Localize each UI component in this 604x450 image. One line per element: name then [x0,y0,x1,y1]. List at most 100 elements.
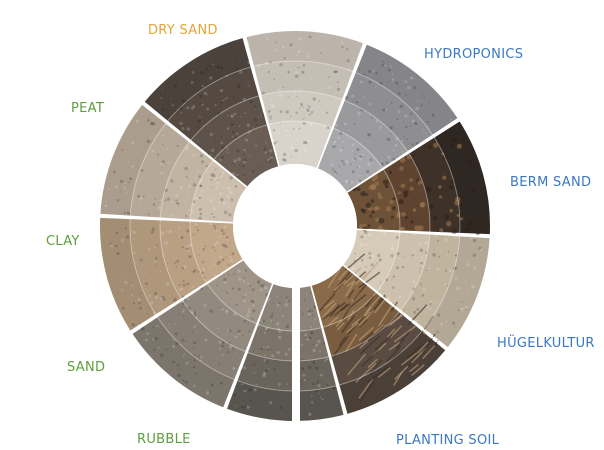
texture-grain [245,138,249,142]
texture-grain [209,76,213,80]
texture-stick [352,283,368,301]
texture-grain [471,284,475,289]
texture-grain [292,127,295,130]
texture-grain [205,314,207,316]
texture-grain [248,84,251,87]
texture-grain [280,122,282,124]
texture-grain [352,266,355,270]
texture-grain [473,252,475,255]
texture-grain [126,160,130,164]
texture-stick [411,364,425,377]
texture-grain [396,118,399,121]
texture-grain [423,96,425,99]
texture-grain [253,118,258,122]
texture-grain [212,215,216,219]
texture-grain [301,124,304,127]
texture-grain [193,341,197,345]
label-clay: CLAY [46,234,80,249]
segment-ring-3-3 [424,236,490,348]
texture-grain [312,360,316,364]
texture-grain [191,331,194,333]
texture-grain [198,255,200,257]
texture-grain [254,108,256,110]
texture-grain [211,335,213,337]
texture-grain [252,127,254,129]
texture-grain [368,256,372,259]
texture-grain [281,45,285,49]
texture-grain [425,132,427,134]
texture-grain [121,240,124,243]
texture-grain [261,110,264,113]
texture-grain [282,157,286,161]
texture-grain [139,307,142,310]
texture-grain [341,159,344,163]
texture-stick [373,324,385,334]
texture-grain [192,183,197,187]
texture-grain [157,153,160,156]
texture-grain [247,310,251,314]
texture-grain [149,137,152,139]
texture-grain [425,269,427,272]
texture-grain [226,194,230,198]
texture-grain [456,143,462,149]
texture-grain [121,289,124,292]
texture-grain [115,231,119,235]
texture-grain [302,373,306,377]
texture-grain [413,86,417,90]
texture-grain [348,181,351,183]
texture-grain [367,224,371,228]
texture-grain [368,80,372,84]
texture-grain [160,94,162,96]
texture-grain [415,319,419,323]
texture-grain [161,108,165,111]
texture-grain [250,299,254,303]
texture-grain [309,122,313,126]
texture-grain [179,369,181,371]
texture-grain [368,256,371,259]
texture-grain [288,347,291,351]
texture-grain [238,125,241,128]
texture-grain [231,252,235,256]
texture-grain [269,61,272,64]
texture-grain [332,144,335,147]
texture-grain [174,84,177,88]
texture-grain [213,224,216,228]
texture-grain [240,369,243,372]
texture-grain [452,138,458,144]
texture-grain [243,366,247,370]
texture-grain [227,186,231,190]
texture-grain [242,334,244,336]
segment-divider [309,283,347,417]
texture-grain [192,203,196,207]
texture-grain [276,140,278,143]
texture-grain [184,166,188,171]
texture-grain [296,127,300,131]
texture-stick [346,322,359,334]
texture-stick [416,341,429,354]
texture-grain [444,283,447,286]
texture-grain [203,276,206,280]
segment-divider [129,258,246,334]
texture-grain [367,162,371,166]
texture-grain [231,135,234,138]
texture-grain [210,189,212,191]
texture-grain [409,125,412,128]
texture-grain [300,89,303,91]
texture-grain [298,103,301,107]
texture-grain [318,393,320,395]
texture-grain [445,254,448,256]
texture-grain [398,199,404,205]
texture-grain [345,160,349,164]
segment-ring-7-1 [160,220,207,299]
texture-grain [279,63,283,67]
texture-grain [218,235,221,238]
texture-stick [389,325,402,339]
texture-grain [227,264,230,266]
texture-grain [221,353,224,356]
texture-grain [372,255,376,259]
texture-grain [174,261,177,264]
texture-grain [397,110,401,114]
texture-grain [150,230,154,234]
texture-grain [180,111,183,114]
texture-grain [454,267,458,270]
